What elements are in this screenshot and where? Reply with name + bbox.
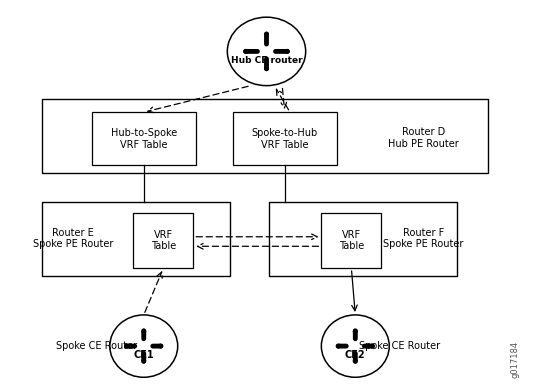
Bar xyxy=(92,112,196,166)
Bar xyxy=(42,99,488,173)
Text: Spoke-to-Hub
VRF Table: Spoke-to-Hub VRF Table xyxy=(252,128,318,150)
Text: Spoke CE Router: Spoke CE Router xyxy=(359,341,440,351)
Text: Hub-to-Spoke
VRF Table: Hub-to-Spoke VRF Table xyxy=(111,128,177,150)
Text: Spoke CE Router: Spoke CE Router xyxy=(56,341,138,351)
Bar xyxy=(269,202,457,276)
Bar xyxy=(42,202,230,276)
Text: Router F
Spoke PE Router: Router F Spoke PE Router xyxy=(383,228,463,249)
Bar xyxy=(133,213,193,268)
Bar xyxy=(321,213,382,268)
Text: VRF
Table: VRF Table xyxy=(151,230,176,251)
Bar xyxy=(232,112,337,166)
Text: CE1: CE1 xyxy=(133,350,154,360)
Text: Hub CE router: Hub CE router xyxy=(231,57,302,66)
Text: Router E
Spoke PE Router: Router E Spoke PE Router xyxy=(33,228,114,249)
Text: CE2: CE2 xyxy=(345,350,366,360)
Text: Router D
Hub PE Router: Router D Hub PE Router xyxy=(388,127,458,149)
Text: VRF
Table: VRF Table xyxy=(339,230,364,251)
Text: g017184: g017184 xyxy=(511,341,520,378)
